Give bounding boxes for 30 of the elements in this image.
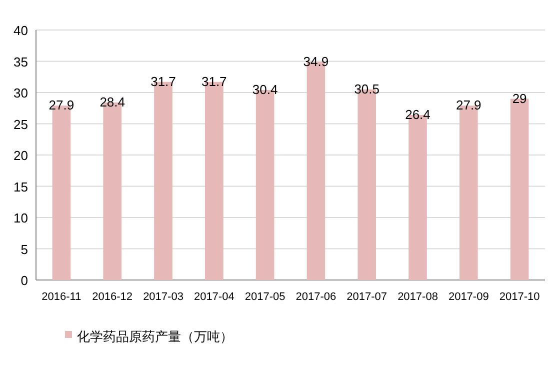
y-tick-label: 40 <box>14 23 28 38</box>
data-label: 27.9 <box>48 98 74 113</box>
x-tick-label: 2017-04 <box>194 291 234 303</box>
x-tick-label: 2017-06 <box>296 291 336 303</box>
data-label: 29 <box>512 90 527 106</box>
data-label: 34.9 <box>303 54 329 69</box>
y-tick-label: 0 <box>20 273 28 288</box>
y-tick-label: 15 <box>14 179 28 194</box>
y-tick-label: 5 <box>20 242 28 257</box>
x-tick-label: 2017-09 <box>448 291 489 303</box>
data-label: 31.7 <box>150 74 176 89</box>
x-tick-label: 2017-10 <box>499 291 540 303</box>
data-label: 27.9 <box>456 98 482 113</box>
legend-label: 化学药品原药产量（万吨） <box>77 329 233 344</box>
data-label: 26.4 <box>405 107 430 122</box>
x-tick-label: 2017-08 <box>398 291 438 303</box>
data-label: 28.4 <box>100 94 126 110</box>
y-tick-label: 25 <box>14 116 28 132</box>
data-label: 30.4 <box>252 82 278 97</box>
x-tick-label: 2016-11 <box>42 291 82 303</box>
x-tick-label: 2017-05 <box>244 291 286 303</box>
x-tick-label: 2016-12 <box>92 291 133 303</box>
y-tick-label: 30 <box>14 86 28 100</box>
x-tick-label: 2017-03 <box>143 291 184 303</box>
y-tick-label: 10 <box>14 210 28 226</box>
x-tick-label: 2017-07 <box>346 291 388 303</box>
y-tick-label: 20 <box>14 148 28 163</box>
y-tick-label: 35 <box>14 54 28 70</box>
data-label: 30.5 <box>354 81 380 96</box>
data-label: 31.7 <box>201 74 227 89</box>
